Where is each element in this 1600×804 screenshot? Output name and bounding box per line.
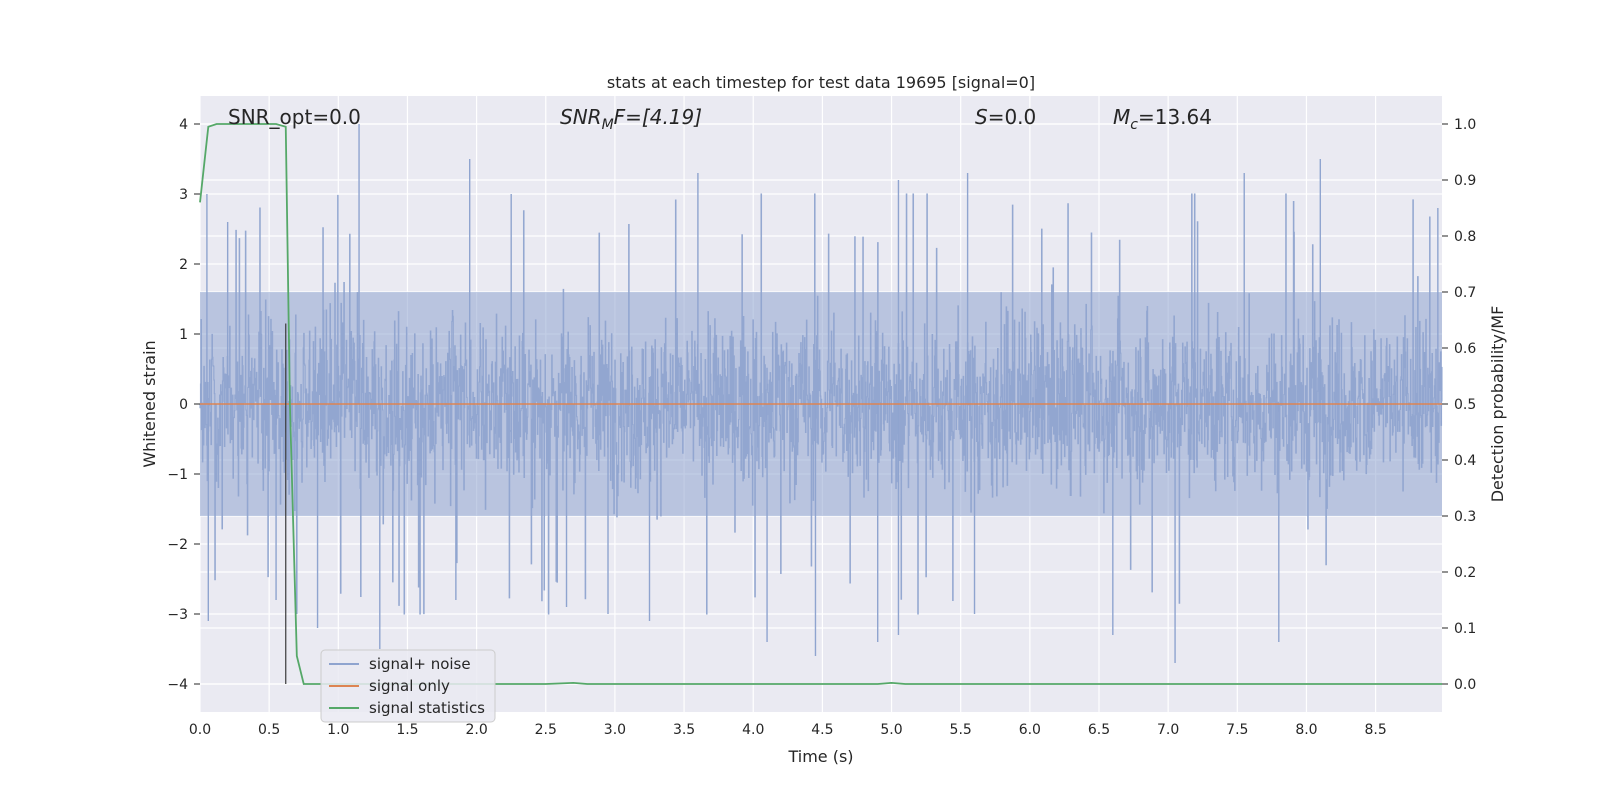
legend-label-signal-only: signal only <box>369 677 450 695</box>
y2-axis-label: Detection probability/MF <box>1488 306 1507 503</box>
x-tick-label: 3.5 <box>673 722 695 738</box>
annotation-snr-mf-value: F=[4.19] <box>614 105 702 129</box>
y2-tick-label: 0.1 <box>1454 621 1476 637</box>
x-tick-label: 1.0 <box>327 722 349 738</box>
annotation-snr-mf: SNRMF=[4.19] <box>560 105 702 133</box>
annotation-snr-mf-sub: M <box>602 117 614 133</box>
y2-tick-label: 0.0 <box>1454 677 1476 693</box>
y2-tick-label: 0.6 <box>1454 341 1476 357</box>
y2-tick-label: 0.3 <box>1454 509 1476 525</box>
x-tick-label: 0.5 <box>258 722 280 738</box>
y2-tick-label: 0.5 <box>1454 397 1476 413</box>
annotation-mc-value: =13.64 <box>1138 105 1212 129</box>
x-tick-label: 4.0 <box>742 722 764 738</box>
x-tick-label: 0.0 <box>189 722 211 738</box>
y-tick-label: 4 <box>179 117 188 133</box>
legend-box <box>320 649 496 723</box>
y-tick-label: 0 <box>179 397 188 413</box>
legend-label-signal-statistics: signal statistics <box>369 699 485 717</box>
annotation-snr-opt: SNR_opt=0.0 <box>228 105 361 129</box>
y-tick-label: 3 <box>179 187 188 203</box>
annotation-s-label: S <box>975 105 988 129</box>
x-tick-label: 7.0 <box>1157 722 1179 738</box>
x-tick-label: 2.5 <box>535 722 557 738</box>
x-tick-label: 8.5 <box>1364 722 1386 738</box>
y-tick-label: −1 <box>167 467 188 483</box>
annotation-s: S=0.0 <box>975 105 1036 129</box>
y-tick-label: 2 <box>179 257 188 273</box>
x-tick-label: 6.5 <box>1088 722 1110 738</box>
y2-tick-label: 0.8 <box>1454 229 1476 245</box>
y-axis-label: Whitened strain <box>140 340 159 467</box>
x-tick-label: 1.5 <box>396 722 418 738</box>
annotation-snr-mf-label: SNR <box>560 105 602 129</box>
legend: signal+ noise signal only signal statist… <box>320 649 496 723</box>
y-tick-label: −2 <box>167 537 188 553</box>
y2-tick-label: 1.0 <box>1454 117 1476 133</box>
signal-statistics-line <box>199 123 1442 685</box>
y2-tick-label: 0.4 <box>1454 453 1476 469</box>
chart-title: stats at each timestep for test data 196… <box>607 73 1035 92</box>
x-tick-label: 4.5 <box>811 722 833 738</box>
y-tick-label: −4 <box>167 677 188 693</box>
x-tick-label: 2.0 <box>465 722 487 738</box>
annotation-mc-label: M <box>1113 105 1130 129</box>
x-axis-label: Time (s) <box>787 747 853 766</box>
legend-label-signal-noise: signal+ noise <box>369 655 471 673</box>
x-tick-label: 3.0 <box>604 722 626 738</box>
y-tick-label: −3 <box>167 607 188 623</box>
x-tick-label: 5.5 <box>950 722 972 738</box>
y2-tick-label: 0.7 <box>1454 285 1476 301</box>
x-tick-label: 5.0 <box>880 722 902 738</box>
x-tick-label: 7.5 <box>1226 722 1248 738</box>
annotation-s-value: =0.0 <box>988 105 1037 129</box>
tick-labels: 0.0 0.5 1.0 1.5 2.0 2.5 3.0 3.5 4.0 4.5 5.0 5.5 6.0 6… <box>167 117 1476 738</box>
y2-tick-label: 0.9 <box>1454 173 1476 189</box>
annotation-mc-sub: c <box>1130 117 1138 133</box>
y-tick-label: 1 <box>179 327 188 343</box>
line-series <box>199 123 1442 685</box>
x-tick-label: 8.0 <box>1295 722 1317 738</box>
annotation-mc: Mc=13.64 <box>1113 105 1212 133</box>
x-tick-label: 6.0 <box>1019 722 1041 738</box>
y2-tick-label: 0.2 <box>1454 565 1476 581</box>
